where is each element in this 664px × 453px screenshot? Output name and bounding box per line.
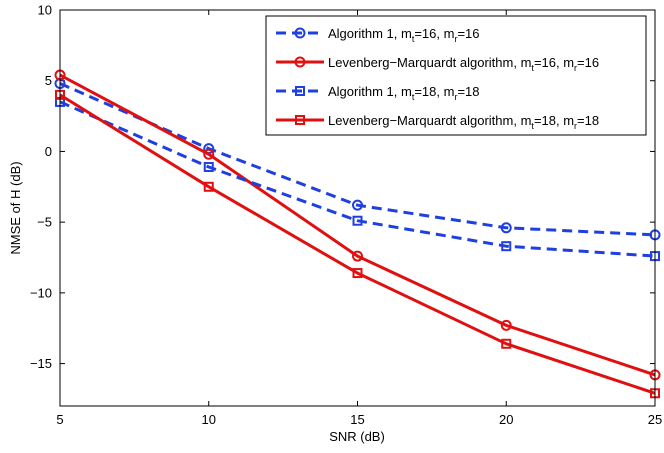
legend-marker [294,56,306,68]
legend-subscript: r [574,121,577,131]
x-tick-label: 15 [350,412,364,427]
legend-label: Levenberg−Marquardt algorithm, mt=16, mr… [328,55,599,73]
legend-text-part: Levenberg−Marquardt algorithm, m [328,55,531,70]
legend-marker [295,86,305,96]
data-point [500,222,512,234]
legend-text-part: =16 [457,26,479,41]
legend-text-part: =18 [577,113,599,128]
legend-label: Algorithm 1, mt=16, mr=16 [328,26,480,44]
legend-text-part: =16, m [534,55,574,70]
y-axis-title: NMSE of H (dB) [8,161,23,254]
series-line [59,82,656,237]
x-tick-label: 10 [202,412,216,427]
data-point [203,161,214,172]
legend-subscript: t [531,121,534,131]
legend-label: Levenberg−Marquardt algorithm, mt=18, mr… [328,113,599,131]
series-line [59,93,656,395]
x-tick-label: 20 [499,412,513,427]
legend-subscript: r [454,34,457,44]
data-point [352,268,363,279]
data-point [500,319,512,331]
legend-box [265,15,647,136]
legend-subscript: t [412,92,415,102]
ticks-layer: 5 10 15 20 25 10 5 0 −5 −10 −15 [30,3,662,428]
legend: Algorithm 1, mt=16, mr=16Levenberg−Marqu… [265,15,647,136]
legend-text-part: Levenberg−Marquardt algorithm, m [328,113,531,128]
legend-text-part: Algorithm 1, m [328,84,412,99]
x-tick-label: 5 [56,412,63,427]
legend-text-part: Algorithm 1, m [328,26,412,41]
y-tick-label: 5 [45,73,52,88]
legend-text-part: =18 [457,84,479,99]
data-point [501,241,512,252]
legend-text-part: =16, m [414,26,454,41]
y-tick-label: 0 [45,144,52,159]
data-point [352,215,363,226]
legend-label: Algorithm 1, mt=18, mr=18 [328,84,480,102]
legend-text-part: =18, m [414,84,454,99]
x-tick-label: 25 [648,412,662,427]
x-axis-title: SNR (dB) [329,429,385,444]
data-point [203,148,215,160]
legend-text-part: =18, m [534,113,574,128]
legend-subscript: r [574,63,577,73]
y-tick-label: −15 [30,356,52,371]
y-tick-label: −10 [30,285,52,300]
y-tick-label: −5 [37,215,52,230]
legend-marker [294,27,306,39]
y-tick-label: 10 [38,3,52,18]
plot-frame [59,9,656,407]
legend-subscript: r [454,92,457,102]
series-layer [54,69,661,399]
data-point [352,199,363,211]
data-point [352,250,363,262]
legend-subscript: t [531,63,534,73]
series-line [59,73,656,377]
data-point [203,181,214,192]
legend-subscript: t [412,34,415,44]
series-line [59,100,656,258]
data-point [501,338,512,349]
legend-text-part: =16 [577,55,599,70]
legend-marker [295,115,305,125]
